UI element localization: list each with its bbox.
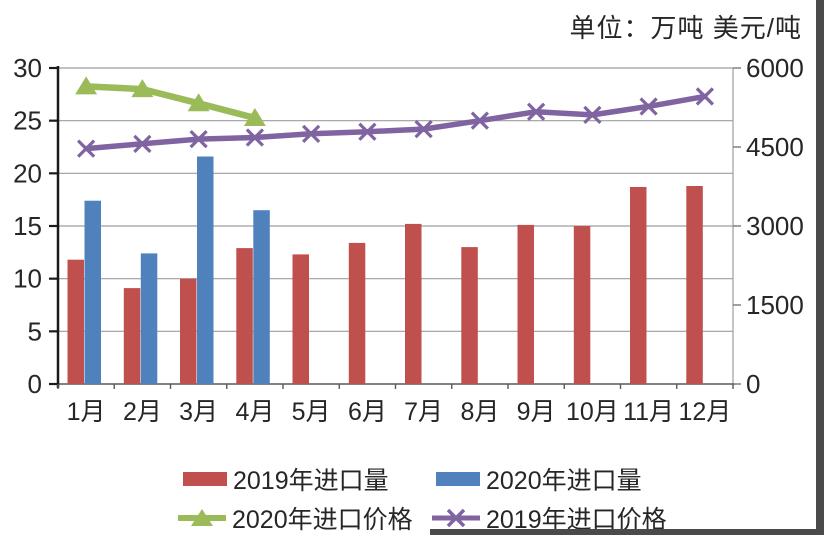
bar-2020年进口量-1月 [84,200,101,384]
x-axis-label-7月: 7月 [404,398,443,426]
marker-x-11月 [639,97,658,116]
line-2019年进口价格 [83,93,708,152]
bar-series [67,156,703,384]
marker-x-5月 [301,124,321,143]
marker-x-3月 [189,129,208,149]
left-axis-tick-label: 5 [28,316,42,346]
left-axis-tick-label: 20 [13,158,42,188]
bar-2019年进口量-10月 [573,226,591,384]
bar-swatch-icon [183,472,227,486]
right-axis-tick-label: 6000 [746,53,804,83]
marker-x-4月 [245,128,265,147]
bar-swatch-icon [436,472,480,486]
left-axis-tick-label: 0 [28,369,42,399]
bar-2019年进口量-12月 [686,186,703,384]
marker-x-7月 [414,119,433,139]
bar-2019年进口量-4月 [236,248,253,384]
x-axis-label-12月: 12月 [678,398,731,426]
x-marker-icon [432,508,480,528]
right-axis-tick-label: 4500 [746,132,804,162]
bar-2019年进口量-8月 [461,247,478,384]
right-axis-labels: 6000 4500 3000 1500 0 [746,53,804,399]
bar-2019年进口量-7月 [405,223,422,384]
marker-triangle-4月 [243,108,266,127]
bar-2020年进口量-2月 [140,253,158,384]
bar-2020年进口量-3月 [197,156,214,384]
x-axis-labels: 1月 2月 3月 4月 5月 6月 7月 8月 9月 10月 11月 12月 [67,398,732,426]
right-axis-tick-label: 0 [746,369,760,399]
x-axis-label-9月: 9月 [517,398,556,426]
bar-2019年进口量-5月 [292,254,309,384]
legend-item-2020-import-price: 2020年进口价格 [178,500,413,535]
line-series [75,76,715,158]
bar-2019年进口量-3月 [180,278,197,384]
bar-2019年进口量-1月 [67,259,84,384]
left-axis-tick-label: 30 [13,53,42,83]
triangle-marker-icon [178,509,226,526]
axes [49,66,741,389]
marker-triangle-1月 [75,76,98,95]
gridlines [58,67,734,384]
image-border-right [816,0,824,535]
marker-x-2月 [133,134,152,153]
image-border-bottom [430,529,824,535]
marker-x-9月 [526,102,546,121]
legend-item-2020-import-volume: 2020年进口量 [436,461,642,497]
bar-2019年进口量-11月 [630,187,647,384]
line-2020年进口价格 [82,83,259,122]
x-axis-label-8月: 8月 [460,398,499,426]
marker-triangle-2月 [131,79,154,98]
legend-label: 2020年进口量 [486,467,642,495]
marker-x-12月 [695,87,715,106]
marker-x-8月 [470,111,490,130]
left-axis-labels: 30 25 20 15 10 5 0 [13,53,42,399]
left-axis-tick-label: 10 [13,264,42,294]
marker-triangle-3月 [187,93,210,112]
x-axis-label-3月: 3月 [179,398,218,426]
legend-item-2019-import-volume: 2019年进口量 [183,461,389,497]
marker-x-1月 [76,139,96,158]
right-axis-tick-label: 1500 [746,290,804,320]
x-axis-label-4月: 4月 [235,398,274,426]
legend-label: 2020年进口价格 [232,506,413,534]
x-axis-label-1月: 1月 [67,398,106,426]
right-axis-tick-label: 3000 [746,211,804,241]
x-axis-label-10月: 10月 [566,398,619,426]
bar-2019年进口量-2月 [123,288,141,384]
unit-label: 单位：万吨 美元/吨 [569,13,802,43]
left-axis-tick-label: 25 [13,106,42,136]
legend-label: 2019年进口量 [233,467,389,495]
x-axis-label-11月: 11月 [623,398,674,426]
x-axis-label-6月: 6月 [348,398,387,426]
left-axis-tick-label: 15 [13,211,42,241]
bar-2019年进口量-6月 [348,242,366,384]
bar-2020年进口量-4月 [253,210,270,384]
x-axis-label-2月: 2月 [123,398,162,426]
marker-x-10月 [583,105,602,125]
x-axis-label-5月: 5月 [292,398,331,426]
marker-x-6月 [358,122,377,141]
bar-2019年进口量-9月 [517,224,534,384]
